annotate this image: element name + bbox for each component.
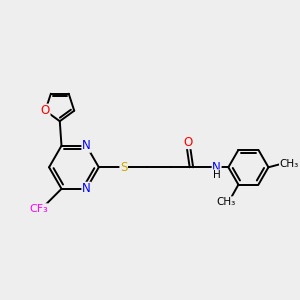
Text: CH₃: CH₃ [280,159,299,169]
Text: N: N [212,161,221,174]
Text: N: N [82,182,91,195]
Text: O: O [183,136,192,148]
Text: O: O [41,104,50,117]
Text: CF₃: CF₃ [29,204,48,214]
Text: N: N [82,139,91,152]
Text: H: H [213,170,220,180]
Text: S: S [120,161,127,174]
Text: CH₃: CH₃ [216,197,235,207]
